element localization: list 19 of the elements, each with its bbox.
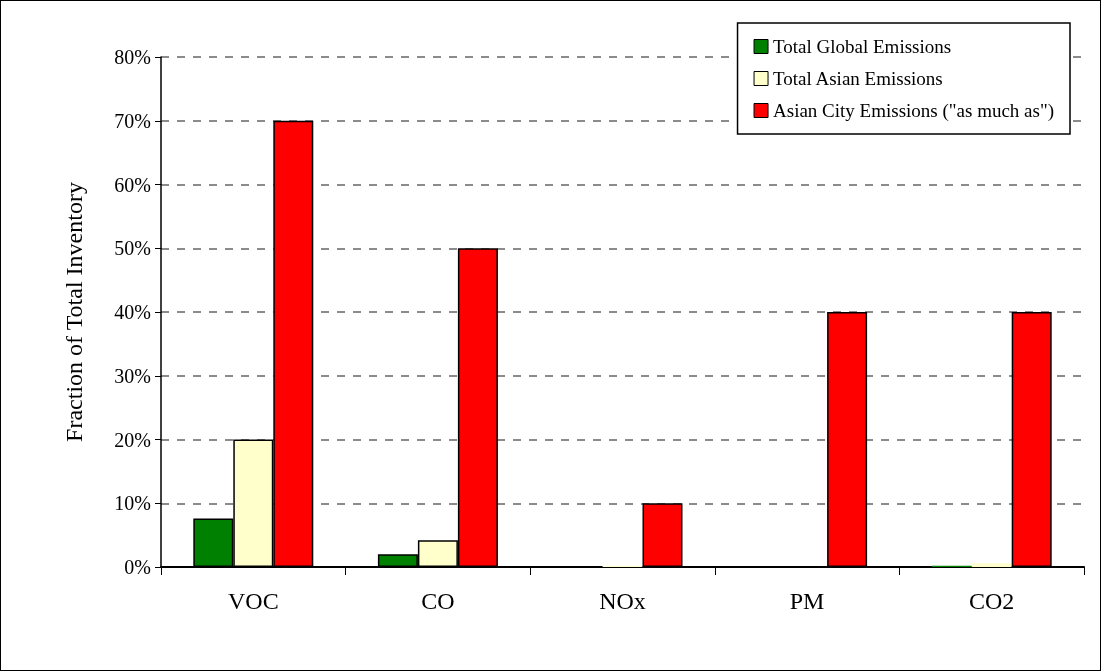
y-axis-title: Fraction of Total Inventory	[61, 182, 87, 442]
x-tick-label: VOC	[227, 588, 279, 614]
legend-label: Total Global Emissions	[773, 36, 952, 57]
x-tick-label: CO2	[969, 588, 1015, 614]
y-tick-label: 30%	[114, 364, 151, 387]
legend-label: Asian City Emissions ("as much as")	[773, 100, 1054, 122]
x-tick-label: CO	[421, 588, 455, 614]
legend-label: Total Asian Emissions	[773, 68, 943, 89]
y-tick-label: 70%	[114, 109, 151, 132]
y-tick-label: 60%	[114, 173, 151, 196]
bar	[971, 563, 1012, 567]
x-tick-label: PM	[789, 588, 825, 614]
y-tick-label: 20%	[114, 428, 151, 451]
y-tick-label: 10%	[114, 492, 151, 515]
y-tick-label: 0%	[124, 556, 151, 578]
y-tick-label: 50%	[114, 237, 151, 260]
y-tick-label: 80%	[114, 46, 151, 68]
x-tick-label: NOx	[599, 588, 646, 614]
y-tick-label: 40%	[114, 301, 151, 323]
